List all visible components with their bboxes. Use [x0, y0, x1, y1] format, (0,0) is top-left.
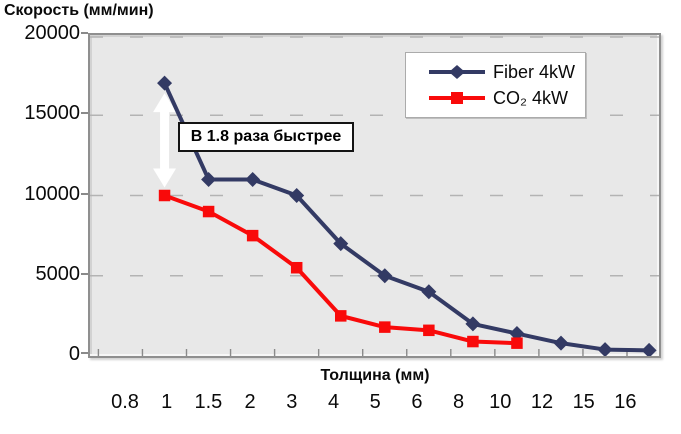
co-4kw-point [202, 205, 215, 218]
square-marker-icon [451, 92, 463, 104]
fiber-4kw-point [333, 236, 349, 252]
co-4kw-point [467, 335, 479, 348]
x-tick-label-5: 5 [369, 391, 381, 413]
annotation-arrow [153, 93, 177, 188]
fiber-4kw-point [377, 268, 393, 284]
y-axis-tick [81, 352, 88, 354]
x-tick-label-16: 16 [614, 391, 637, 413]
x-tick-label-6: 6 [411, 391, 423, 413]
fiber-series-swatch [429, 65, 485, 79]
legend-item-fiber: Fiber 4kW [428, 62, 585, 83]
co-4kw-point [423, 324, 435, 337]
fiber-4kw-point [465, 316, 481, 332]
fiber-4kw-point [421, 284, 437, 300]
x-tick-label-8: 8 [453, 391, 465, 413]
annotation-text: В 1.8 раза быстрее [190, 128, 342, 145]
co-4kw-point [511, 337, 523, 349]
fiber-4kw-point [553, 335, 569, 351]
legend-label-fiber: Fiber 4kW [493, 61, 576, 82]
legend: Fiber 4kW CO₂ 4kW [405, 52, 586, 118]
diamond-marker-icon [449, 65, 465, 79]
x-tick-label-1: 1 [161, 391, 173, 413]
y-tick-label-10000: 10000 [24, 182, 80, 205]
x-tick-label-1.5: 1.5 [194, 391, 223, 413]
y-axis-tick [81, 112, 88, 115]
plot-svg [90, 36, 659, 356]
legend-label-co2: CO₂ 4kW [493, 87, 568, 108]
fiber-4kw-point [641, 342, 657, 356]
fiber-4kw-point [509, 326, 525, 342]
y-tick-label-0: 0 [68, 343, 80, 365]
fiber-4kw-point [201, 171, 217, 187]
x-tick-label-0.8: 0.8 [111, 391, 139, 413]
x-tick-label-10: 10 [489, 391, 512, 413]
y-axis-title: Скорость (мм/мин) [4, 2, 154, 19]
y-axis-tick [81, 32, 88, 34]
y-tick-label-5000: 5000 [35, 262, 81, 285]
x-tick-label-12: 12 [530, 391, 554, 413]
y-axis-tick [81, 192, 88, 195]
x-tick-label-2: 2 [244, 391, 256, 413]
x-tick-label-3: 3 [286, 391, 298, 413]
co-4kw-point [379, 321, 391, 333]
fiber-4kw-point [157, 75, 173, 91]
y-tick-label-20000: 20000 [24, 22, 80, 44]
x-tick-label-15: 15 [572, 391, 595, 413]
co-4kw-point [158, 189, 171, 202]
fiber-4kw-point [289, 188, 305, 203]
co-4kw-point [335, 310, 347, 322]
co-4kw-point [246, 229, 259, 242]
fiber-4kw-point [597, 342, 613, 356]
legend-item-co2: CO₂ 4kW [428, 88, 585, 109]
x-tick-label-4: 4 [327, 391, 340, 413]
x-axis-title: Толщина (мм) [320, 367, 430, 384]
y-tick-label-15000: 15000 [24, 102, 80, 125]
fiber-4kw-point [245, 171, 261, 187]
co2-series-swatch [429, 92, 485, 104]
y-axis-tick [81, 272, 88, 275]
co-4kw-point [290, 261, 303, 274]
annotation-box: В 1.8 раза быстрее [178, 122, 354, 152]
